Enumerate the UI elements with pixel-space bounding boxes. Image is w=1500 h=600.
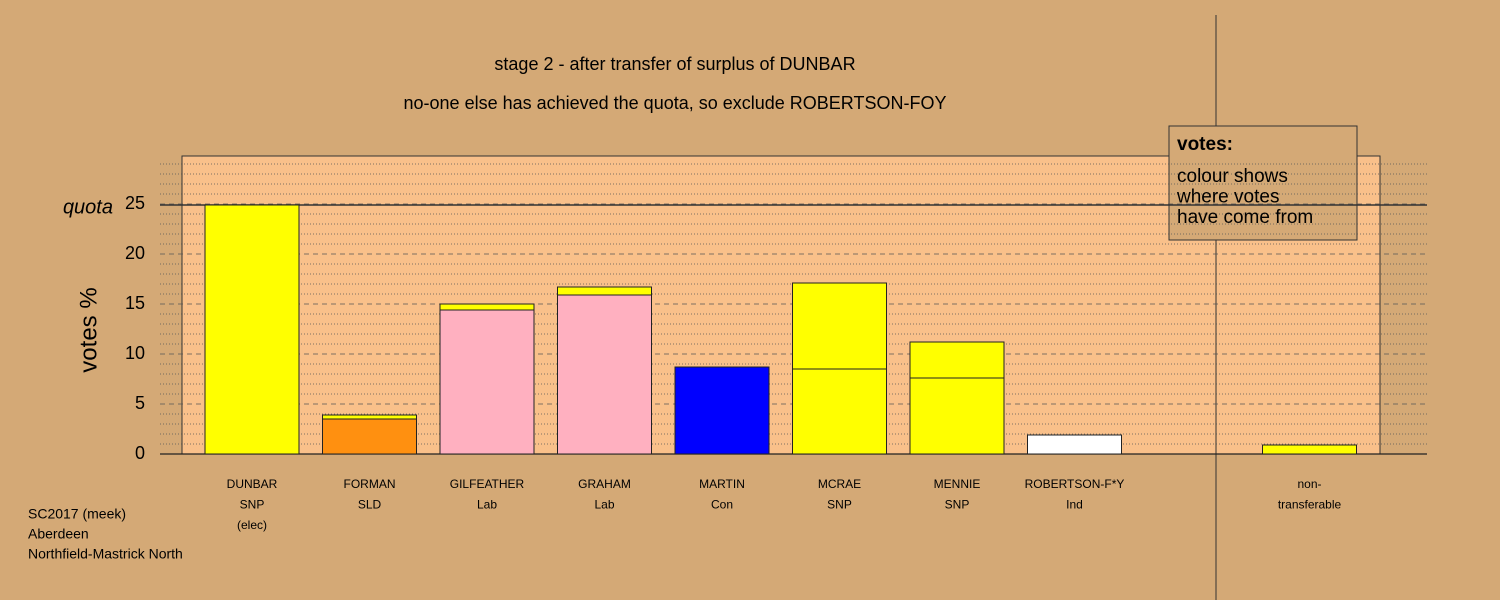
bar-segment xyxy=(322,414,417,420)
footer-text: SC2017 (meek) xyxy=(28,506,126,522)
legend-text: where votes xyxy=(1176,187,1279,208)
x-tick-label: DUNBAR xyxy=(227,477,278,491)
y-tick-label: 5 xyxy=(135,393,145,413)
x-tick-label: SNP xyxy=(240,498,265,512)
y-tick-label: 25 xyxy=(125,193,145,213)
x-tick-label: GRAHAM xyxy=(578,477,631,491)
bar-segment xyxy=(439,309,535,455)
x-tick-label: non- xyxy=(1297,477,1321,491)
footer-text: Northfield-Mastrick North xyxy=(28,546,183,562)
chart-title: stage 2 - after transfer of surplus of D… xyxy=(494,54,855,74)
x-tick-label: Ind xyxy=(1066,498,1083,512)
x-tick-label: MENNIE xyxy=(934,477,981,491)
chart-subtitle: no-one else has achieved the quota, so e… xyxy=(404,93,947,113)
bar-segment xyxy=(557,294,652,455)
bar-segment xyxy=(1027,434,1122,455)
y-tick-label: 0 xyxy=(135,443,145,463)
y-tick-label: 15 xyxy=(125,293,145,313)
y-axis-label: votes % xyxy=(75,287,102,372)
y-tick-label: 10 xyxy=(125,343,145,363)
bar-segment xyxy=(792,282,887,370)
bar-segment xyxy=(1262,444,1357,455)
bar-segment xyxy=(674,366,770,455)
x-tick-label: Lab xyxy=(477,498,497,512)
y-tick-label: 20 xyxy=(125,243,145,263)
x-tick-label: MCRAE xyxy=(818,477,861,491)
x-tick-label: (elec) xyxy=(237,518,267,532)
bar-segment xyxy=(439,303,535,311)
legend: votes: xyxy=(1168,125,1358,241)
bar-segment xyxy=(792,368,887,455)
footer-text: Aberdeen xyxy=(28,526,89,542)
legend-title: votes: xyxy=(1177,134,1233,155)
x-tick-label: FORMAN xyxy=(344,477,396,491)
bar-segment xyxy=(909,377,1005,455)
x-tick-label: SNP xyxy=(945,498,970,512)
legend-text: colour shows xyxy=(1177,166,1288,187)
bar-segment xyxy=(909,341,1005,379)
bar-segment xyxy=(204,204,300,455)
x-tick-label: SNP xyxy=(827,498,852,512)
bar-segment xyxy=(557,286,652,296)
legend-box xyxy=(1168,125,1358,241)
quota-label: quota xyxy=(63,196,113,218)
x-tick-label: SLD xyxy=(358,498,382,512)
bar-segment xyxy=(322,418,417,455)
legend-text: have come from xyxy=(1177,207,1313,228)
x-tick-label: Con xyxy=(711,498,733,512)
x-tick-label: ROBERTSON-F*Y xyxy=(1025,477,1125,491)
x-tick-label: Lab xyxy=(594,498,614,512)
x-tick-label: transferable xyxy=(1278,498,1342,512)
x-tick-label: MARTIN xyxy=(699,477,745,491)
x-tick-label: GILFEATHER xyxy=(450,477,525,491)
